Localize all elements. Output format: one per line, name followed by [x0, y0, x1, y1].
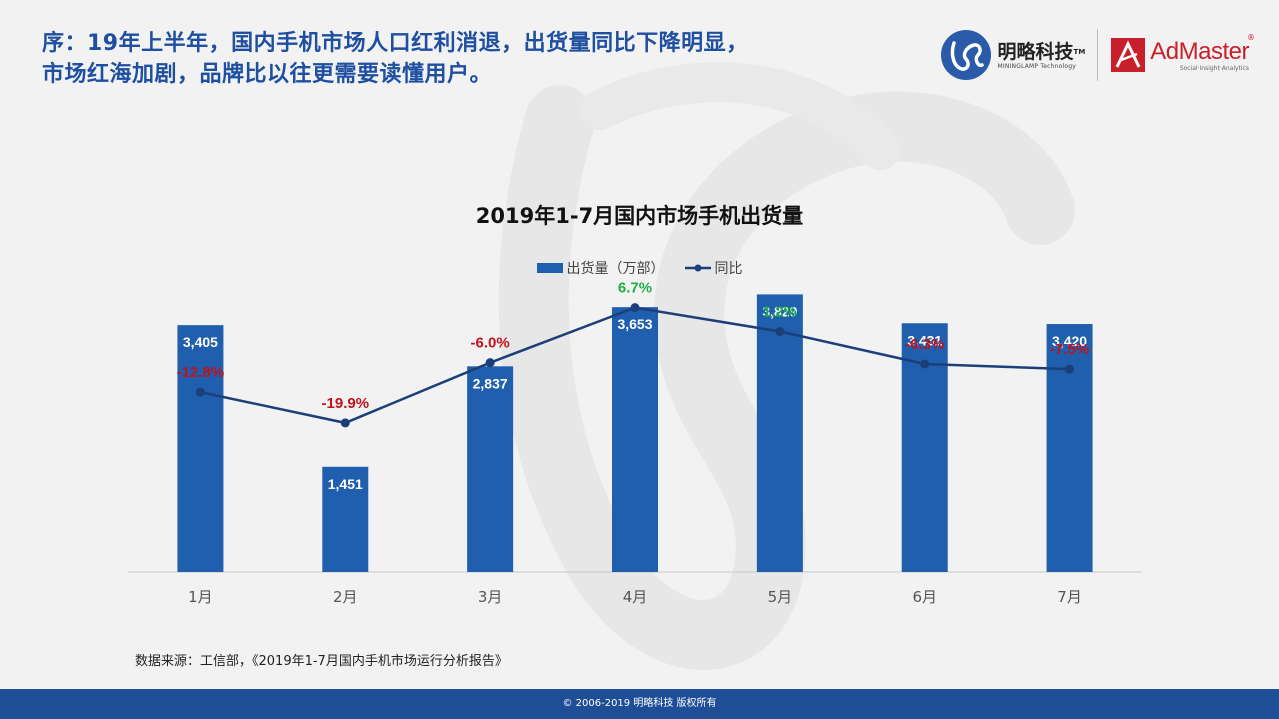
yoy-point-1 — [195, 387, 205, 397]
yoy-label-7: -7.5% — [1050, 341, 1089, 358]
x-tick-label-7: 7月 — [1057, 588, 1082, 606]
bar-7 — [1046, 324, 1093, 572]
bar-label-5: 3,829 — [762, 303, 797, 319]
legend-bar-swatch — [536, 263, 563, 273]
headline-line-2: 市场红海加剧，品牌比以往更需要读懂用户。 — [42, 62, 493, 87]
x-tick-label-1: 1月 — [188, 588, 213, 606]
bar-label-7: 3,420 — [1052, 333, 1087, 349]
legend-label-shipments: 出货量（万部） — [566, 261, 665, 277]
bar-label-1: 3,405 — [183, 334, 218, 350]
yoy-label-4: 6.7% — [618, 280, 652, 297]
yoy-point-7 — [1065, 364, 1075, 374]
bar-label-2: 1,451 — [328, 476, 363, 492]
x-tick-label-4: 4月 — [623, 588, 648, 606]
yoy-point-3 — [485, 358, 495, 368]
yoy-label-3: -6.0% — [471, 335, 510, 352]
mininglamp-english-name: MININGLAMP Technology — [997, 62, 1076, 70]
yoy-point-4 — [630, 303, 640, 313]
yoy-label-1: -12.8% — [177, 364, 225, 381]
bar-5 — [756, 294, 803, 572]
yoy-point-2 — [340, 418, 350, 428]
bar-label-3: 2,837 — [473, 375, 508, 391]
bar-2 — [322, 466, 369, 572]
yoy-point-6 — [920, 359, 930, 369]
bar-1 — [177, 325, 224, 572]
admaster-registered-mark: ® — [1247, 32, 1255, 42]
legend-line-swatch — [684, 264, 711, 272]
headline-line-1: 序：19年上半年，国内手机市场人口红利消退，出货量同比下降明显， — [42, 31, 749, 56]
mininglamp-emblem-icon — [940, 30, 991, 80]
admaster-emblem-icon — [1111, 38, 1146, 72]
logo-area: 明略科技TM MININGLAMP Technology AdMaster ® … — [940, 29, 1255, 81]
admaster-tagline: Social·Insight·Analytics — [1179, 64, 1249, 72]
bar-4 — [612, 307, 658, 572]
bar-label-6: 3,431 — [907, 332, 942, 348]
source-note: 数据来源：工信部，《2019年1-7月国内手机市场运行分析报告》 — [135, 654, 508, 669]
mininglamp-name: 明略科技 — [997, 40, 1074, 63]
yoy-point-5 — [775, 326, 785, 336]
x-tick-label-3: 3月 — [478, 588, 503, 606]
yoy-label-5: 1.2% — [763, 303, 797, 320]
yoy-label-2: -19.9% — [322, 395, 370, 412]
chart-legend: 出货量（万部） 同比 — [0, 258, 1279, 278]
yoy-label-6: -6.3% — [905, 336, 944, 353]
x-tick-label-2: 2月 — [333, 588, 358, 606]
bar-label-4: 3,653 — [617, 316, 652, 332]
x-tick-label-5: 5月 — [768, 588, 793, 606]
mininglamp-logo: 明略科技TM MININGLAMP Technology — [940, 29, 1086, 81]
mininglamp-tm: TM — [1073, 47, 1086, 56]
admaster-name: AdMaster — [1150, 37, 1249, 65]
legend-label-yoy: 同比 — [714, 261, 743, 277]
legend-item-yoy: 同比 — [684, 258, 743, 278]
chart-title: 2019年1-7月国内市场手机出货量 — [475, 204, 804, 228]
admaster-logo: AdMaster ® Social·Insight·Analytics — [1110, 33, 1255, 73]
legend-item-shipments: 出货量（万部） — [536, 258, 665, 278]
page-headline: 序：19年上半年，国内手机市场人口红利消退，出货量同比下降明显， 市场红海加剧，… — [42, 28, 882, 90]
bar-3 — [467, 366, 514, 572]
logo-divider — [1097, 29, 1099, 81]
copyright-footer: © 2006-2019 明略科技 版权所有 — [0, 689, 1279, 719]
x-tick-label-6: 6月 — [912, 588, 937, 606]
